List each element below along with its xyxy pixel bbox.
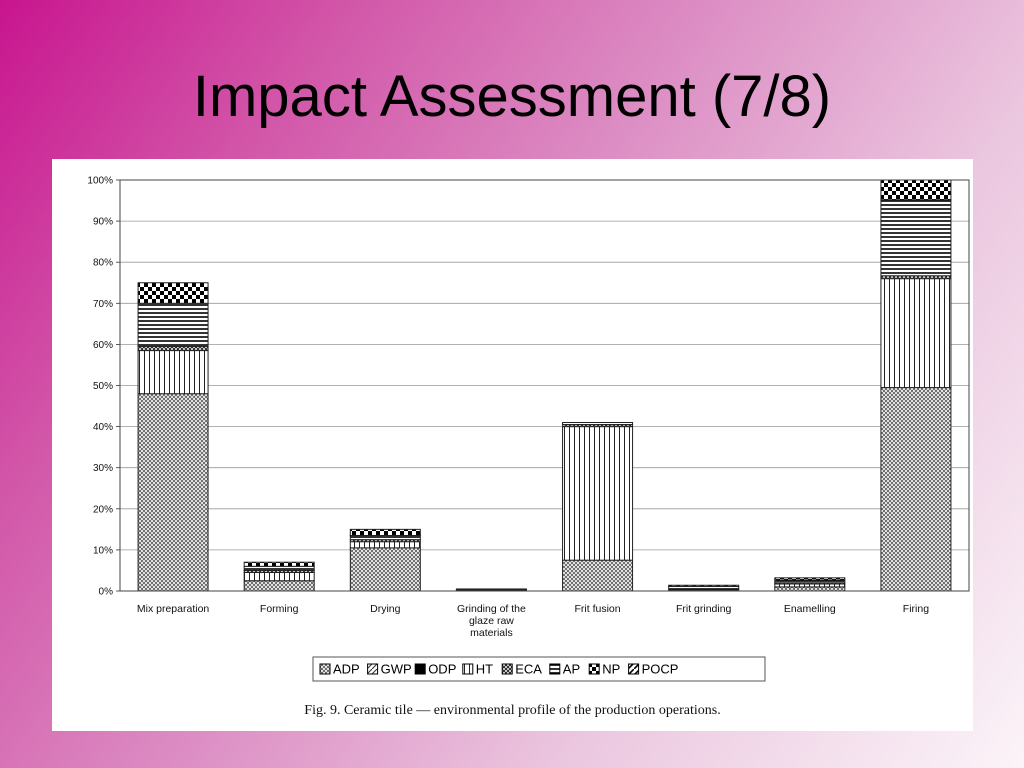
bar-segment-np [137, 282, 209, 304]
bar-segment-adp [137, 393, 209, 592]
x-tick-label: Frit grinding [676, 603, 732, 615]
stacked-bar-chart: 0% 10% 20% 30% 40% 50% 60% 70% 80% 90% 100% Mix pre… [87, 176, 970, 682]
bar-segment-adp [243, 580, 315, 592]
legend-swatch-adp [319, 663, 331, 675]
bar-segment-ap [562, 421, 634, 426]
bar-segment-adp [349, 547, 421, 592]
bar-segment-ap [349, 535, 421, 541]
bar-segment-ap [880, 199, 952, 277]
bar-segment-ht [349, 541, 421, 549]
bar-segment-ap [137, 302, 209, 347]
bar-segment-eca [137, 345, 209, 352]
legend-swatch-ap [549, 663, 561, 675]
legend-label-eca: ECA [515, 662, 542, 677]
plot-frame [119, 179, 970, 592]
y-tick-label: 70% [93, 299, 113, 310]
x-tick-label: Drying [370, 603, 401, 615]
x-tick-label: Forming [260, 603, 299, 615]
y-tick-label: 0% [99, 587, 114, 598]
legend-swatch-odp [414, 663, 426, 675]
slide-title: Impact Assessment (7/8) [192, 64, 832, 129]
x-tick-label: Mix preparation [137, 603, 210, 615]
bar-segment-ht [562, 426, 634, 561]
x-tick-label: materials [470, 627, 513, 639]
bar-segment-ht [880, 278, 952, 389]
x-tick-label: Grinding of the [457, 603, 526, 615]
legend-label-pocp: POCP [642, 662, 679, 677]
bar-segment-np [243, 561, 315, 567]
figure-panel: 0% 10% 20% 30% 40% 50% 60% 70% 80% 90% 100% Mix pre… [52, 159, 973, 731]
legend-swatch-pocp [628, 663, 640, 675]
bar-segment-adp [880, 387, 952, 592]
figure-caption: Fig. 9. Ceramic tile — environmental pro… [304, 703, 721, 718]
bar-segment-np [774, 577, 846, 581]
bar-segment-np [880, 179, 952, 201]
legend-swatch-np [588, 663, 600, 675]
legend-label-np: NP [602, 662, 620, 677]
bar-segment-np [349, 528, 421, 537]
legend-label-odp: ODP [428, 662, 456, 677]
legend-label-ap: AP [563, 662, 580, 677]
y-tick-label: 60% [93, 340, 113, 351]
legend-swatch-gwp [367, 663, 379, 675]
x-tick-label: Enamelling [784, 603, 836, 615]
x-tick-label: Frit fusion [575, 603, 621, 615]
y-tick-label: 10% [93, 545, 113, 556]
y-tick-label: 40% [93, 422, 113, 433]
legend-box [312, 656, 766, 682]
x-tick-label: Firing [903, 603, 929, 615]
y-tick-label: 100% [87, 176, 113, 187]
y-tick-label: 80% [93, 258, 113, 269]
bar-segment-adp [774, 586, 846, 592]
legend-label-ht: HT [476, 662, 493, 677]
y-tick-label: 50% [93, 381, 113, 392]
bar-segment-np [455, 588, 527, 591]
legend-swatch-eca [501, 663, 513, 675]
y-tick-label: 90% [93, 217, 113, 228]
bar-segment-np [668, 584, 740, 587]
bar-segment-ap [243, 565, 315, 571]
y-tick-label: 20% [93, 504, 113, 515]
bar-segment-ht [243, 572, 315, 582]
legend-label-gwp: GWP [381, 662, 412, 677]
y-tick-label: 30% [93, 463, 113, 474]
legend-swatch-ht [462, 663, 474, 675]
x-tick-label: glaze raw [469, 615, 514, 627]
bar-segment-adp [562, 559, 634, 592]
bar-segment-ht [137, 350, 209, 395]
legend-label-adp: ADP [333, 662, 360, 677]
